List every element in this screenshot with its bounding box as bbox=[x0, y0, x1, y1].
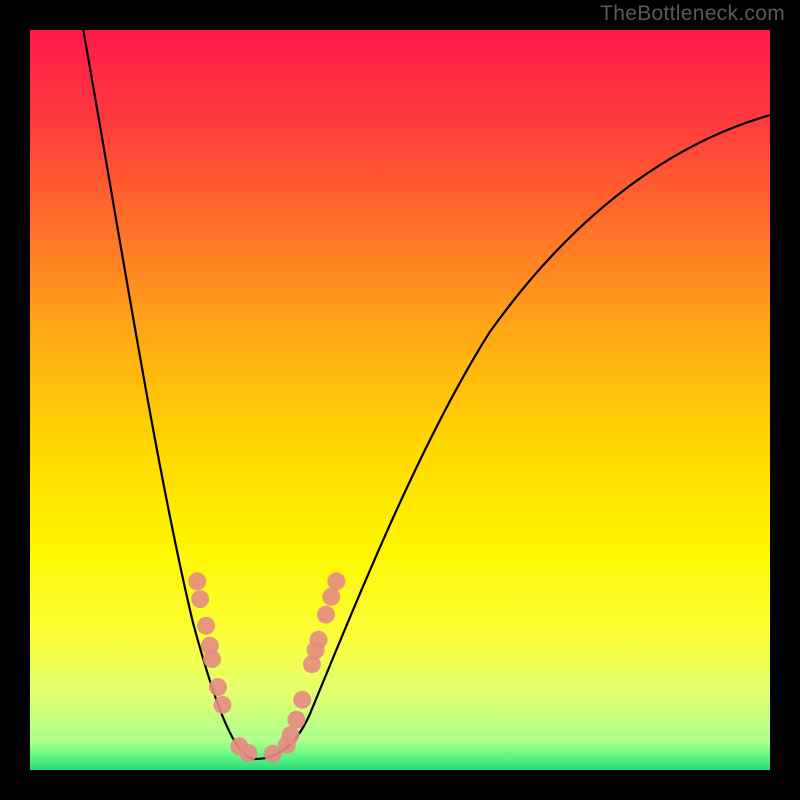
watermark-text: TheBottleneck.com bbox=[600, 2, 785, 26]
curve-marker bbox=[282, 726, 300, 744]
curve-marker bbox=[322, 588, 340, 606]
chart-background bbox=[30, 30, 770, 770]
curve-marker bbox=[287, 711, 305, 729]
curve-marker bbox=[293, 691, 311, 709]
curve-marker bbox=[317, 606, 335, 624]
bottleneck-chart bbox=[30, 30, 770, 770]
curve-marker bbox=[327, 572, 345, 590]
curve-marker bbox=[239, 744, 257, 762]
curve-marker bbox=[197, 617, 215, 635]
curve-marker bbox=[209, 678, 227, 696]
curve-marker bbox=[310, 631, 328, 649]
curve-marker bbox=[213, 696, 231, 714]
chart-green-band bbox=[30, 737, 770, 770]
curve-marker bbox=[203, 650, 221, 668]
curve-marker bbox=[188, 572, 206, 590]
curve-marker bbox=[191, 590, 209, 608]
